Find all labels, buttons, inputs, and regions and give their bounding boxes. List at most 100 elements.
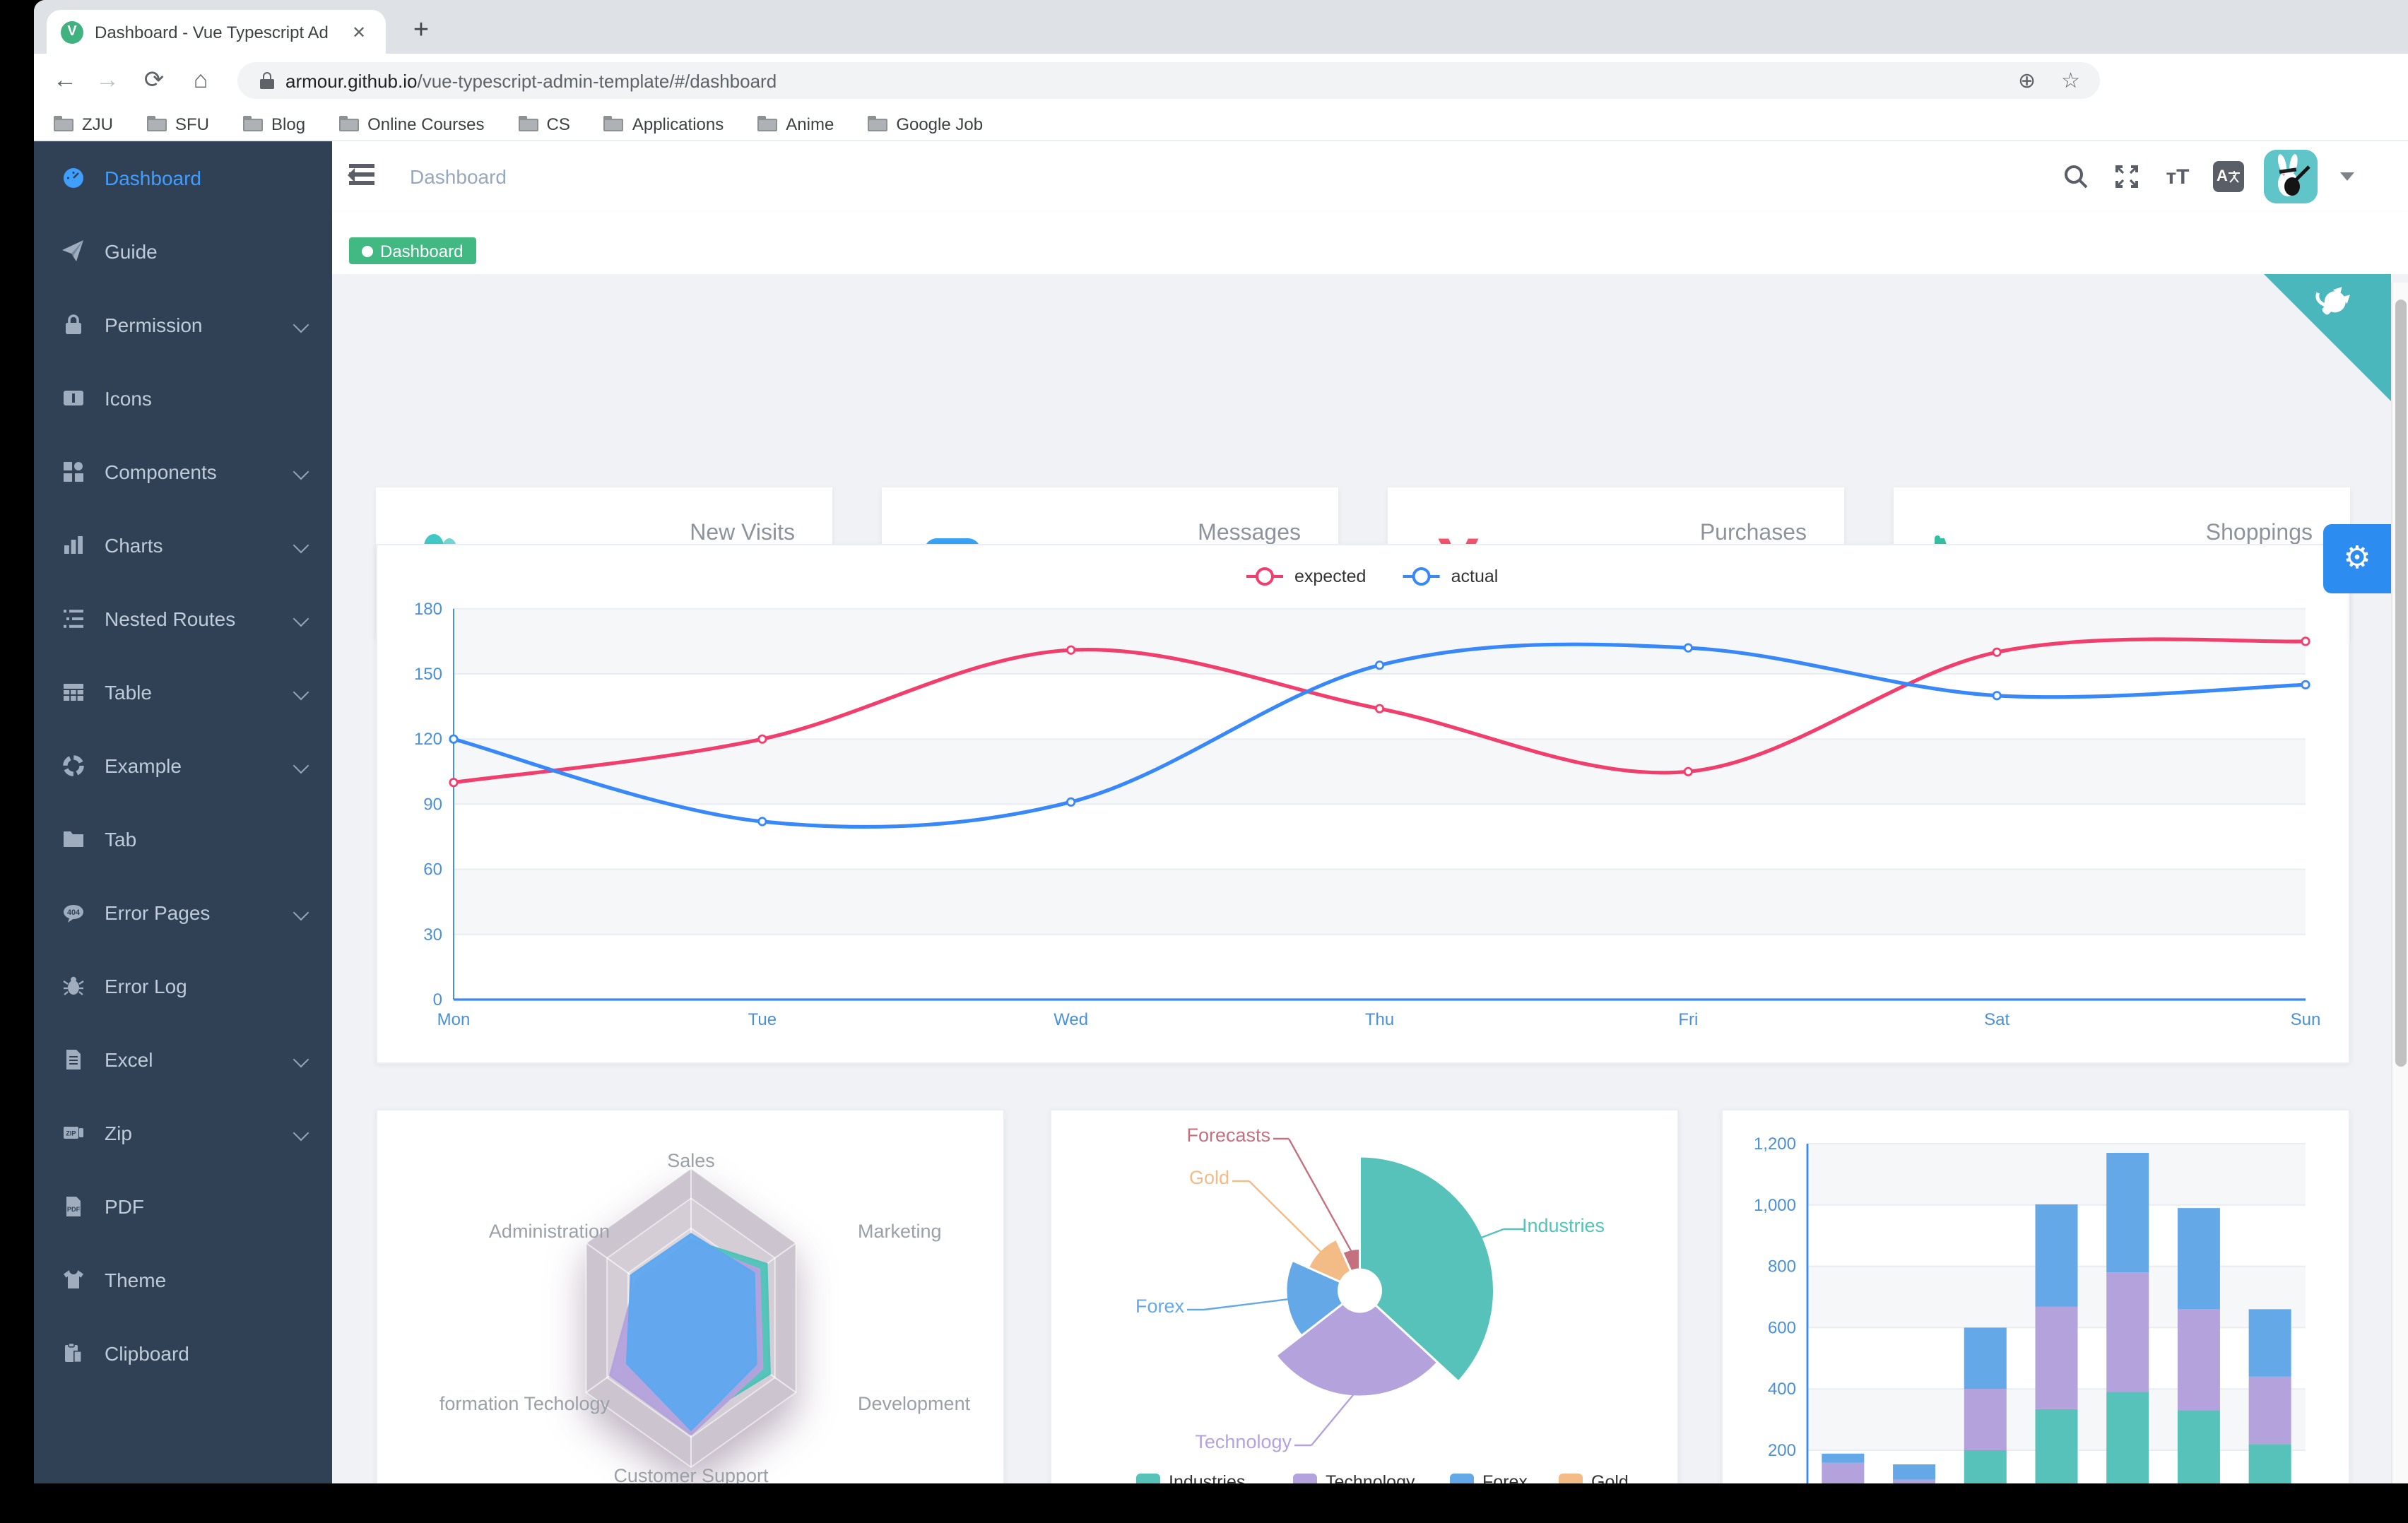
svg-text:PDF: PDF: [67, 1206, 81, 1213]
pie-legend-chip: [1449, 1474, 1473, 1483]
sidebar-item-charts[interactable]: Charts: [34, 509, 332, 582]
sidebar-item-nested-routes[interactable]: Nested Routes: [34, 582, 332, 656]
forward-icon[interactable]: →: [95, 66, 119, 93]
bookmark-item[interactable]: Google Job: [868, 114, 983, 134]
sidebar-item-example[interactable]: Example: [34, 729, 332, 802]
folder-icon: [54, 116, 73, 131]
stat-card-label: Shoppings: [2205, 521, 2313, 545]
zoom-plus-icon[interactable]: ⊕: [2017, 69, 2036, 93]
chevron-down-icon: [293, 1125, 309, 1142]
reload-icon[interactable]: ⟳: [143, 66, 165, 93]
sidebar-item-label: Components: [105, 461, 217, 483]
pie-legend-chip: [1135, 1474, 1159, 1483]
sidebar-item-label: Error Pages: [105, 901, 211, 924]
bookmark-item[interactable]: Applications: [603, 114, 724, 134]
sidebar-item-guide[interactable]: Guide: [34, 215, 332, 288]
hamburger-icon[interactable]: [348, 164, 374, 186]
stat-card-label: Messages: [1198, 521, 1301, 545]
pie-slice-industries: [1358, 1155, 1494, 1384]
stat-card-label: Purchases: [1699, 521, 1807, 545]
bookmark-item[interactable]: Online Courses: [339, 114, 485, 134]
sidebar-item-error-log[interactable]: Error Log: [34, 949, 332, 1023]
sidebar-item-zip[interactable]: ZIP Zip: [34, 1096, 332, 1170]
radar-indicator-label: formation Techology: [439, 1393, 610, 1414]
translate-icon[interactable]: A: [2213, 161, 2244, 192]
pie-legend-label: Industries: [1168, 1472, 1244, 1483]
folder-icon: [757, 116, 778, 131]
pie-legend-label: Forex: [1482, 1472, 1527, 1483]
sidebar-item-icons[interactable]: Icons: [34, 362, 332, 435]
bookmark-item[interactable]: SFU: [147, 114, 209, 134]
svg-text:150: 150: [413, 665, 442, 684]
fullscreen-icon[interactable]: [2111, 161, 2142, 192]
radar-indicator-label: Administration: [488, 1221, 609, 1242]
tab-icon: [62, 828, 85, 851]
nested-icon: [62, 608, 85, 630]
bookmark-item[interactable]: Blog: [243, 114, 305, 134]
zip-icon: ZIP: [62, 1122, 85, 1144]
bookmarks-bar: ZJU SFU Blog Online Courses CS Applications An…: [34, 107, 2408, 141]
search-icon[interactable]: [2060, 161, 2091, 192]
folder-icon: [339, 116, 360, 131]
bookmark-item[interactable]: Anime: [757, 114, 834, 134]
bar-segment-series-teal: [1963, 1450, 2006, 1483]
bar-segment-series-blue: [2248, 1309, 2291, 1377]
chevron-down-icon: [293, 757, 309, 774]
bar-segment-series-purple: [2248, 1376, 2291, 1445]
svg-text:Wed: Wed: [1053, 1010, 1087, 1029]
sidebar-item-pdf[interactable]: PDF PDF: [34, 1170, 332, 1243]
tag-dot-icon: [362, 245, 373, 256]
pie-label-forecasts: Forecasts: [1186, 1125, 1270, 1146]
new-tab-button[interactable]: +: [413, 16, 430, 45]
sidebar-item-excel[interactable]: Excel: [34, 1023, 332, 1096]
scrollbar-thumb[interactable]: [2395, 300, 2407, 1067]
sidebar-item-label: PDF: [105, 1195, 144, 1218]
excel-icon: [62, 1048, 85, 1071]
browser-tab[interactable]: V Dashboard - Vue Typescript Ad ✕: [47, 10, 386, 54]
tab-close-icon[interactable]: ✕: [352, 22, 367, 42]
bar-chart: 200 400 600 800 1,000 1,200: [1753, 1134, 2305, 1483]
url-text[interactable]: armour.github.io/vue-typescript-admin-te…: [285, 70, 2018, 91]
settings-button[interactable]: ⚙: [2323, 523, 2391, 593]
chevron-down-icon[interactable]: [2340, 172, 2354, 181]
error-404-icon: 404: [62, 901, 85, 924]
bookmark-item[interactable]: ZJU: [54, 114, 113, 134]
bookmark-item[interactable]: CS: [518, 114, 570, 134]
sidebar-item-tab[interactable]: Tab: [34, 802, 332, 876]
pdf-icon: PDF: [62, 1195, 85, 1218]
sidebar-item-clipboard[interactable]: Clipboard: [34, 1317, 332, 1390]
bar-segment-series-blue: [1821, 1453, 1864, 1463]
sidebar-item-error-pages[interactable]: 404 Error Pages: [34, 876, 332, 949]
bar-segment-series-teal: [2248, 1444, 2291, 1483]
chevron-down-icon: [293, 684, 309, 701]
user-avatar[interactable]: [2264, 150, 2318, 203]
tag-dashboard[interactable]: Dashboard: [349, 237, 476, 264]
sidebar-item-label: Dashboard: [105, 167, 201, 189]
pie-chart-panel: Industries Technology Forex Gold Forecasts In…: [1049, 1109, 1678, 1483]
text-size-icon[interactable]: тT: [2166, 165, 2190, 189]
sidebar-item-table[interactable]: Table: [34, 656, 332, 729]
sidebar-item-label: Guide: [105, 240, 158, 263]
bar-segment-series-teal: [2106, 1392, 2149, 1483]
github-corner-icon[interactable]: [2264, 274, 2391, 401]
address-bar[interactable]: armour.github.io/vue-typescript-admin-te…: [237, 62, 2100, 99]
table-icon: [62, 681, 85, 704]
sidebar-item-dashboard[interactable]: Dashboard: [34, 141, 332, 215]
chart-icon: [62, 534, 85, 557]
sidebar-item-label: Tab: [105, 828, 137, 851]
svg-text:404: 404: [67, 908, 80, 917]
component-icon: [62, 461, 85, 483]
bookmark-star-icon[interactable]: ☆: [2061, 69, 2080, 93]
sidebar-item-components[interactable]: Components: [34, 435, 332, 509]
svg-text:60: 60: [423, 860, 442, 879]
bookmark-label: Online Courses: [367, 114, 485, 134]
home-icon[interactable]: ⌂: [193, 66, 208, 93]
bar-chart-panel: 200 400 600 800 1,000 1,200: [1721, 1109, 2349, 1483]
page-scrollbar[interactable]: [2391, 283, 2408, 1483]
sidebar-item-label: Permission: [105, 314, 203, 336]
pie-label-technology: Technology: [1194, 1431, 1291, 1452]
sidebar-item-theme[interactable]: Theme: [34, 1243, 332, 1317]
back-icon[interactable]: ←: [53, 66, 77, 93]
svg-text:ZIP: ZIP: [66, 1130, 76, 1137]
sidebar-item-permission[interactable]: Permission: [34, 288, 332, 362]
